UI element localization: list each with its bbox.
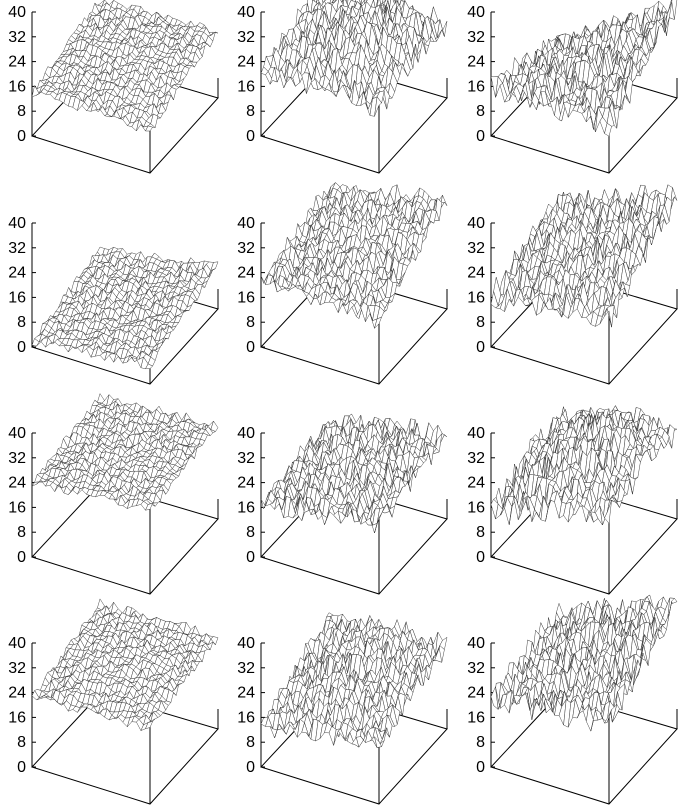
- z-tick-label: 32: [467, 29, 485, 46]
- surface-cell: [187, 257, 196, 264]
- z-tick-label: 16: [8, 289, 26, 306]
- surface-mesh: [31, 246, 219, 370]
- z-tick-label: 32: [8, 450, 26, 467]
- z-tick-label: 8: [246, 103, 255, 120]
- z-tick-label: 8: [246, 314, 255, 331]
- z-tick-label: 0: [17, 549, 26, 566]
- surface-panel: 0 8 16 24 32 40: [237, 0, 448, 174]
- z-tick-label: 24: [237, 54, 255, 71]
- surface-mesh: [31, 0, 219, 132]
- z-tick-label: 16: [237, 499, 255, 516]
- z-tick-label: 32: [237, 240, 255, 257]
- z-tick-label: 32: [8, 29, 26, 46]
- surface-panel: 0 8 16 24 32 40: [8, 215, 219, 385]
- z-tick-label: 40: [237, 425, 255, 442]
- z-tick-label: 0: [246, 128, 255, 145]
- z-tick-label: 16: [467, 78, 485, 95]
- z-tick-label: 0: [246, 549, 255, 566]
- z-tick-label: 32: [237, 450, 255, 467]
- z-tick-label: 40: [8, 4, 26, 21]
- z-tick-label: 40: [8, 425, 26, 442]
- surface-panel: 0 8 16 24 32 40: [237, 413, 448, 595]
- z-tick-label: 16: [237, 289, 255, 306]
- z-tick-label: 24: [467, 54, 485, 71]
- z-tick-label: 24: [467, 265, 485, 282]
- z-tick-label: 24: [237, 265, 255, 282]
- z-tick-label: 24: [8, 475, 26, 492]
- z-tick-label: 32: [8, 240, 26, 257]
- z-tick-label: 0: [17, 128, 26, 145]
- z-tick-label: 32: [467, 240, 485, 257]
- surface-panel: 0 8 16 24 32 40: [8, 0, 219, 174]
- z-tick-label: 16: [8, 78, 26, 95]
- z-tick-label: 24: [8, 54, 26, 71]
- z-tick-label: 8: [476, 103, 485, 120]
- z-tick-label: 40: [8, 215, 26, 232]
- z-tick-label: 16: [237, 78, 255, 95]
- surface-mesh: [31, 393, 219, 511]
- z-tick-label: 8: [476, 314, 485, 331]
- surface-panel: 0 8 16 24 32 40: [467, 0, 678, 174]
- z-tick-label: 8: [17, 524, 26, 541]
- z-tick-label: 0: [246, 339, 255, 356]
- surface-cell: [145, 125, 153, 132]
- z-tick-label: 32: [237, 29, 255, 46]
- surface-panel: 0 8 16 24 32 40: [237, 182, 448, 385]
- z-tick-label: 16: [467, 289, 485, 306]
- z-tick-label: 8: [246, 524, 255, 541]
- z-tick-label: 16: [8, 499, 26, 516]
- z-tick-label: 0: [476, 128, 485, 145]
- surface-mesh: [260, 413, 448, 534]
- surface-panel: 0 8 16 24 32 40: [8, 393, 219, 595]
- z-tick-label: 24: [237, 475, 255, 492]
- surface-mesh: [260, 182, 448, 330]
- surface-mesh: [490, 184, 678, 328]
- z-tick-label: 0: [476, 339, 485, 356]
- surface-mesh: [490, 0, 678, 137]
- z-tick-label: 40: [467, 215, 485, 232]
- z-tick-label: 8: [17, 314, 26, 331]
- surface-panel: 0 8 16 24 32 40: [467, 184, 678, 385]
- z-tick-label: 8: [17, 103, 26, 120]
- z-tick-label: 40: [237, 215, 255, 232]
- z-tick-label: 40: [237, 4, 255, 21]
- z-tick-label: 0: [17, 339, 26, 356]
- z-tick-label: 40: [467, 4, 485, 21]
- surface-mesh: [260, 0, 448, 117]
- z-tick-label: 24: [8, 265, 26, 282]
